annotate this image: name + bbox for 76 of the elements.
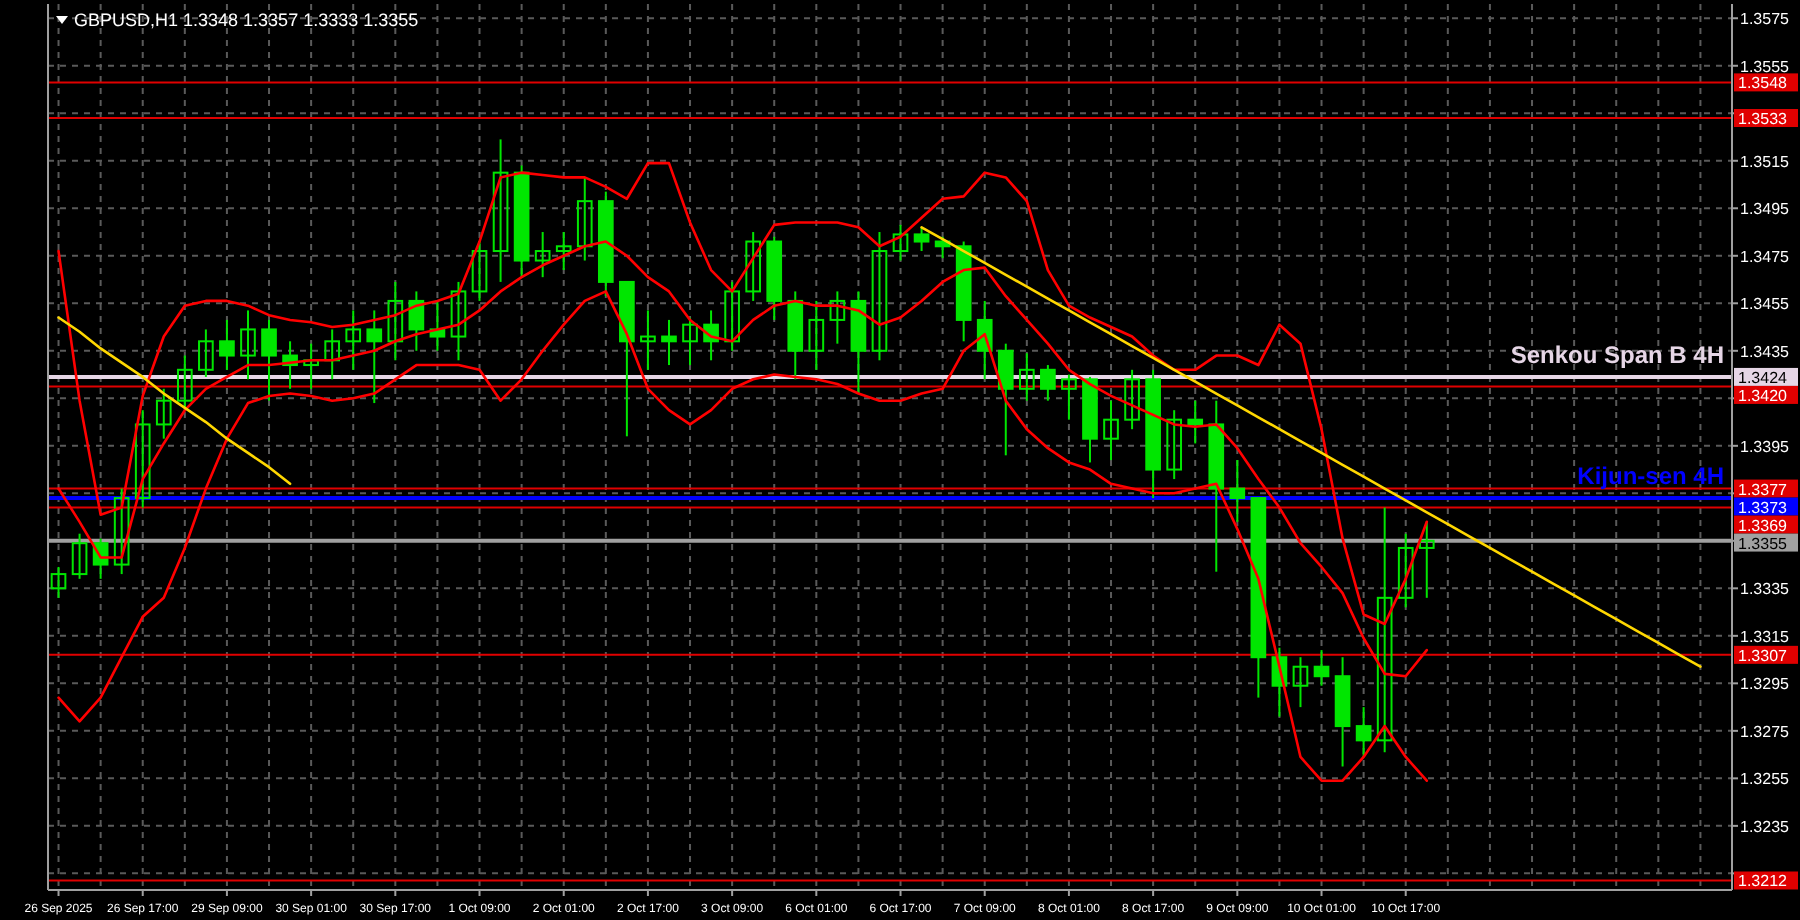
y-tick-label: 1.3315 [1740,627,1791,646]
y-tick-label: 1.3515 [1740,152,1791,171]
candlestick [1166,409,1183,481]
ref-line-label: 1.3533 [1738,110,1789,129]
candlestick [387,280,404,362]
candlestick [1103,399,1119,462]
candlestick [871,231,888,362]
chart-title: GBPUSD,H1 1.3348 1.3357 1.3333 1.3355 [74,10,419,30]
line-series [57,316,292,486]
candlestick [471,240,488,302]
ref-line-label: 1.3307 [1738,646,1789,665]
candlestick [303,342,319,390]
candlestick [1187,399,1204,445]
y-tick-label: 1.3435 [1740,342,1791,361]
candlestick [892,223,909,262]
candlestick [682,316,698,367]
candlestick [661,318,677,367]
candlestick [1376,506,1393,754]
candlestick [1061,373,1077,421]
y-tick-label: 1.3475 [1740,247,1791,266]
legend-label: 1.3369 [1738,516,1789,535]
y-tick-label: 1.3395 [1740,437,1791,456]
y-tick-label: 1.3275 [1740,722,1791,741]
candlestick [1418,520,1435,599]
candlestick [198,328,214,378]
ref-line-label: 1.3420 [1738,386,1789,405]
ref-line-label: 1.3548 [1738,74,1789,93]
candlestick [1124,368,1140,431]
candlestick [324,328,341,381]
candlestick [1397,532,1414,609]
candlestick [450,280,467,362]
ref-line-label: 1.3355 [1738,534,1789,553]
candlestick [1229,459,1246,523]
candlestick [492,138,509,283]
candlestick [1040,364,1056,402]
y-tick-label: 1.3575 [1740,10,1791,29]
candlestick [829,290,846,345]
candlestick [1355,706,1372,758]
candlestick [724,280,740,352]
candlestick [555,231,572,272]
candlestick [240,309,256,381]
annotation: Kijun-sen 4H [1577,462,1724,491]
line-series [57,290,1429,783]
y-tick-label: 1.3235 [1740,817,1791,836]
candlestick [345,309,362,371]
candlestick [745,231,762,302]
candlestick [1292,656,1309,709]
ref-line-label: 1.3373 [1738,498,1789,517]
candlestick [71,532,88,580]
candlestick [50,565,67,599]
candlestick [1313,649,1330,687]
candlestick [576,176,593,262]
y-tick-label: 1.3455 [1740,295,1791,314]
ref-line-label: 1.3212 [1738,872,1789,891]
line-series [57,161,1429,626]
candlestick [155,387,172,440]
candlestick [997,342,1014,457]
y-tick-label: 1.3255 [1740,770,1791,789]
ref-line-label: 1.3424 [1738,368,1789,387]
candlestick [640,309,656,371]
candlestick [261,318,277,402]
candlestick [534,231,551,279]
y-tick-label: 1.3495 [1740,200,1791,219]
y-tick-label: 1.3295 [1740,675,1791,694]
y-tick-label: 1.3555 [1740,57,1791,76]
candlestick [113,487,130,576]
annotation: Senkou Span B 4H [1510,340,1724,369]
y-tick-label: 1.3335 [1740,580,1791,599]
candlestick [366,309,383,405]
candlestick [176,354,193,412]
candlestick [1018,352,1035,402]
candlestick [808,299,825,371]
candlestick [913,226,930,253]
candlestick [219,318,235,371]
candlestick [134,409,151,509]
ref-line-label: 1.3377 [1738,480,1789,499]
